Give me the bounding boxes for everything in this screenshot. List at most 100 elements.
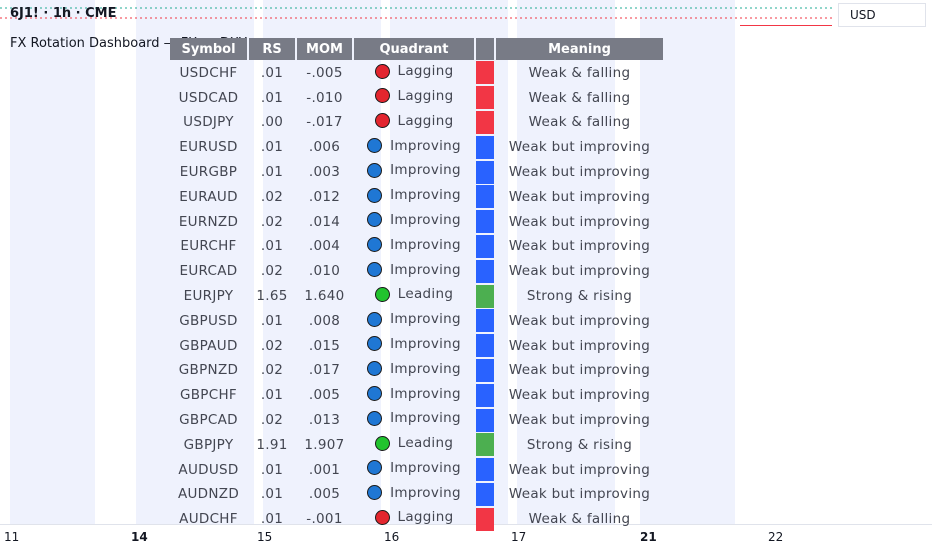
row-rs: .02 — [260, 263, 284, 280]
row-rs: .02 — [260, 412, 284, 429]
quadrant-dot-icon — [367, 361, 383, 377]
row-symbol: EURAUD — [179, 188, 238, 205]
row-rs: .00 — [260, 114, 284, 131]
row-quadrant: Lagging — [354, 86, 474, 110]
row-symbol: AUDNZD — [177, 486, 240, 503]
time-axis-label: 15 — [257, 530, 273, 544]
time-axis[interactable] — [0, 524, 932, 551]
row-meaning: Weak but improving — [508, 362, 651, 379]
row-mom: 1.640 — [304, 288, 345, 305]
table-header-row: Symbol RS MOM Quadrant Meaning — [170, 38, 663, 60]
table-row: GBPCAD .02 .013 Improving Weak but improving — [170, 408, 663, 432]
row-quadrant-color — [476, 507, 494, 531]
time-axis-label: 17 — [511, 530, 527, 544]
quadrant-label: Improving — [390, 187, 461, 204]
row-quadrant-color — [476, 185, 494, 209]
quadrant-label: Improving — [390, 236, 461, 253]
row-quadrant-color — [476, 234, 494, 259]
quadrant-swatch — [476, 284, 494, 308]
quadrant-dot-icon — [374, 435, 390, 451]
row-meaning: Weak but improving — [508, 387, 651, 404]
row-quadrant-color — [476, 383, 494, 407]
row-meaning: Weak but improving — [508, 461, 651, 478]
quadrant-label: Improving — [390, 311, 461, 328]
row-rs: .01 — [260, 486, 284, 503]
header-meaning: Meaning — [496, 38, 663, 60]
row-mom: .014 — [308, 213, 341, 230]
row-meaning: Weak & falling — [528, 114, 631, 131]
row-symbol: GBPUSD — [179, 312, 238, 329]
row-rs: .01 — [260, 312, 284, 329]
quadrant-dot-icon — [367, 212, 383, 228]
fx-rotation-table: Symbol RS MOM Quadrant Meaning USDCHF .01… — [168, 37, 665, 532]
row-quadrant: Improving — [354, 259, 474, 283]
last-price-line — [740, 25, 832, 26]
quadrant-label: Improving — [390, 385, 461, 402]
row-mom: 1.907 — [304, 436, 345, 453]
row-rs: .02 — [260, 213, 284, 230]
row-rs: .02 — [260, 362, 284, 379]
table-row: EURJPY 1.65 1.640 Leading Strong & rising — [170, 284, 663, 308]
time-axis-label: 16 — [384, 530, 400, 544]
table-row: USDCAD .01 -.010 Lagging Weak & falling — [170, 86, 663, 110]
row-symbol: EURJPY — [183, 288, 234, 305]
quadrant-label: Lagging — [397, 63, 454, 80]
row-quadrant: Lagging — [354, 111, 474, 135]
row-rs: 1.65 — [256, 288, 288, 305]
quadrant-dot-icon — [367, 460, 383, 476]
header-rs: RS — [249, 38, 295, 60]
quadrant-dot-icon — [374, 88, 390, 104]
row-mom: .006 — [308, 139, 341, 156]
row-quadrant-color — [476, 259, 494, 283]
quadrant-label: Improving — [390, 211, 461, 228]
table-row: EURAUD .02 .012 Improving Weak but improving — [170, 185, 663, 209]
row-meaning: Weak but improving — [508, 312, 651, 329]
quadrant-swatch — [476, 86, 494, 110]
quadrant-dot-icon — [367, 336, 383, 352]
row-symbol: GBPCAD — [179, 412, 238, 429]
row-rs: .02 — [260, 337, 284, 354]
row-symbol: GBPJPY — [183, 436, 234, 453]
quadrant-swatch — [476, 334, 494, 358]
row-mom: .010 — [308, 263, 341, 280]
row-meaning: Strong & rising — [526, 288, 633, 305]
row-mom: -.001 — [306, 511, 343, 528]
quadrant-swatch — [476, 458, 494, 482]
table-row: GBPAUD .02 .015 Improving Weak but improving — [170, 334, 663, 358]
row-rs: .01 — [260, 461, 284, 478]
row-mom: .017 — [308, 362, 341, 379]
row-quadrant: Improving — [354, 383, 474, 407]
quadrant-label: Improving — [390, 459, 461, 476]
row-quadrant: Improving — [354, 185, 474, 209]
row-rs: 1.91 — [256, 436, 288, 453]
quadrant-swatch — [476, 309, 494, 333]
quadrant-label: Improving — [390, 261, 461, 278]
row-symbol: AUDCHF — [179, 511, 238, 528]
row-mom: -.017 — [306, 114, 343, 131]
quadrant-dot-icon — [374, 509, 390, 525]
row-quadrant: Lagging — [354, 61, 474, 85]
quadrant-swatch — [476, 185, 494, 209]
row-quadrant: Lagging — [354, 507, 474, 531]
row-mom: .001 — [308, 461, 341, 478]
row-mom: .013 — [308, 412, 341, 429]
row-meaning: Weak & falling — [528, 89, 631, 106]
row-quadrant: Improving — [354, 235, 474, 259]
row-quadrant: Improving — [354, 210, 474, 234]
table-row: EURUSD .01 .006 Improving Weak but improving — [170, 135, 663, 159]
row-symbol: AUDUSD — [178, 461, 239, 478]
quadrant-label: Improving — [390, 360, 461, 377]
row-quadrant: Improving — [354, 359, 474, 383]
row-symbol: EURNZD — [178, 213, 239, 230]
row-rs: .01 — [260, 164, 284, 181]
row-meaning: Weak but improving — [508, 188, 651, 205]
row-meaning: Weak but improving — [508, 238, 651, 255]
quadrant-label: Leading — [397, 286, 454, 303]
row-meaning: Weak but improving — [508, 263, 651, 280]
table-row: GBPNZD .02 .017 Improving Weak but improving — [170, 358, 663, 383]
row-meaning: Weak & falling — [528, 64, 631, 81]
quadrant-dot-icon — [367, 138, 383, 154]
row-quadrant-color — [476, 135, 494, 159]
currency-selector[interactable]: USD — [838, 3, 926, 27]
symbol-title[interactable]: 6J1! · 1h · CME — [10, 6, 117, 21]
